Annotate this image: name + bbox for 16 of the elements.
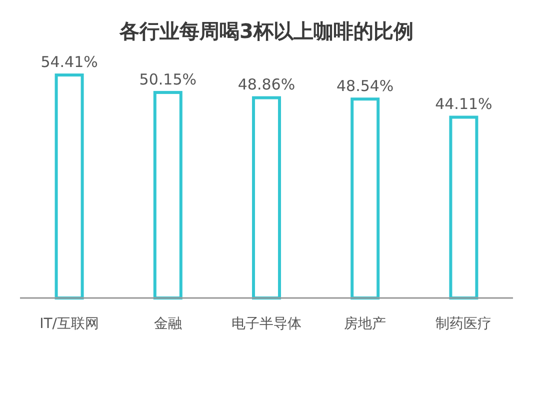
data-label: 54.41% [40, 53, 98, 71]
bar [153, 90, 182, 300]
data-label: 44.11% [435, 95, 492, 114]
bar [252, 96, 281, 300]
x-tick-label: 房地产 [344, 316, 386, 332]
data-label: 48.86% [238, 76, 296, 94]
bar [449, 116, 478, 300]
x-tick-label: 金融 [154, 316, 182, 332]
x-tick-label: 制药医疗 [436, 316, 492, 332]
data-label: 50.15% [139, 70, 196, 88]
data-label: 48.54% [336, 77, 394, 96]
x-tick-label: IT/互联网 [40, 316, 100, 332]
bar [350, 98, 380, 300]
chart-title: 各行业每周喝3杯以上咖啡的比例 [118, 19, 414, 43]
bar [54, 74, 84, 300]
x-tick-label: 电子半导体 [232, 316, 302, 332]
